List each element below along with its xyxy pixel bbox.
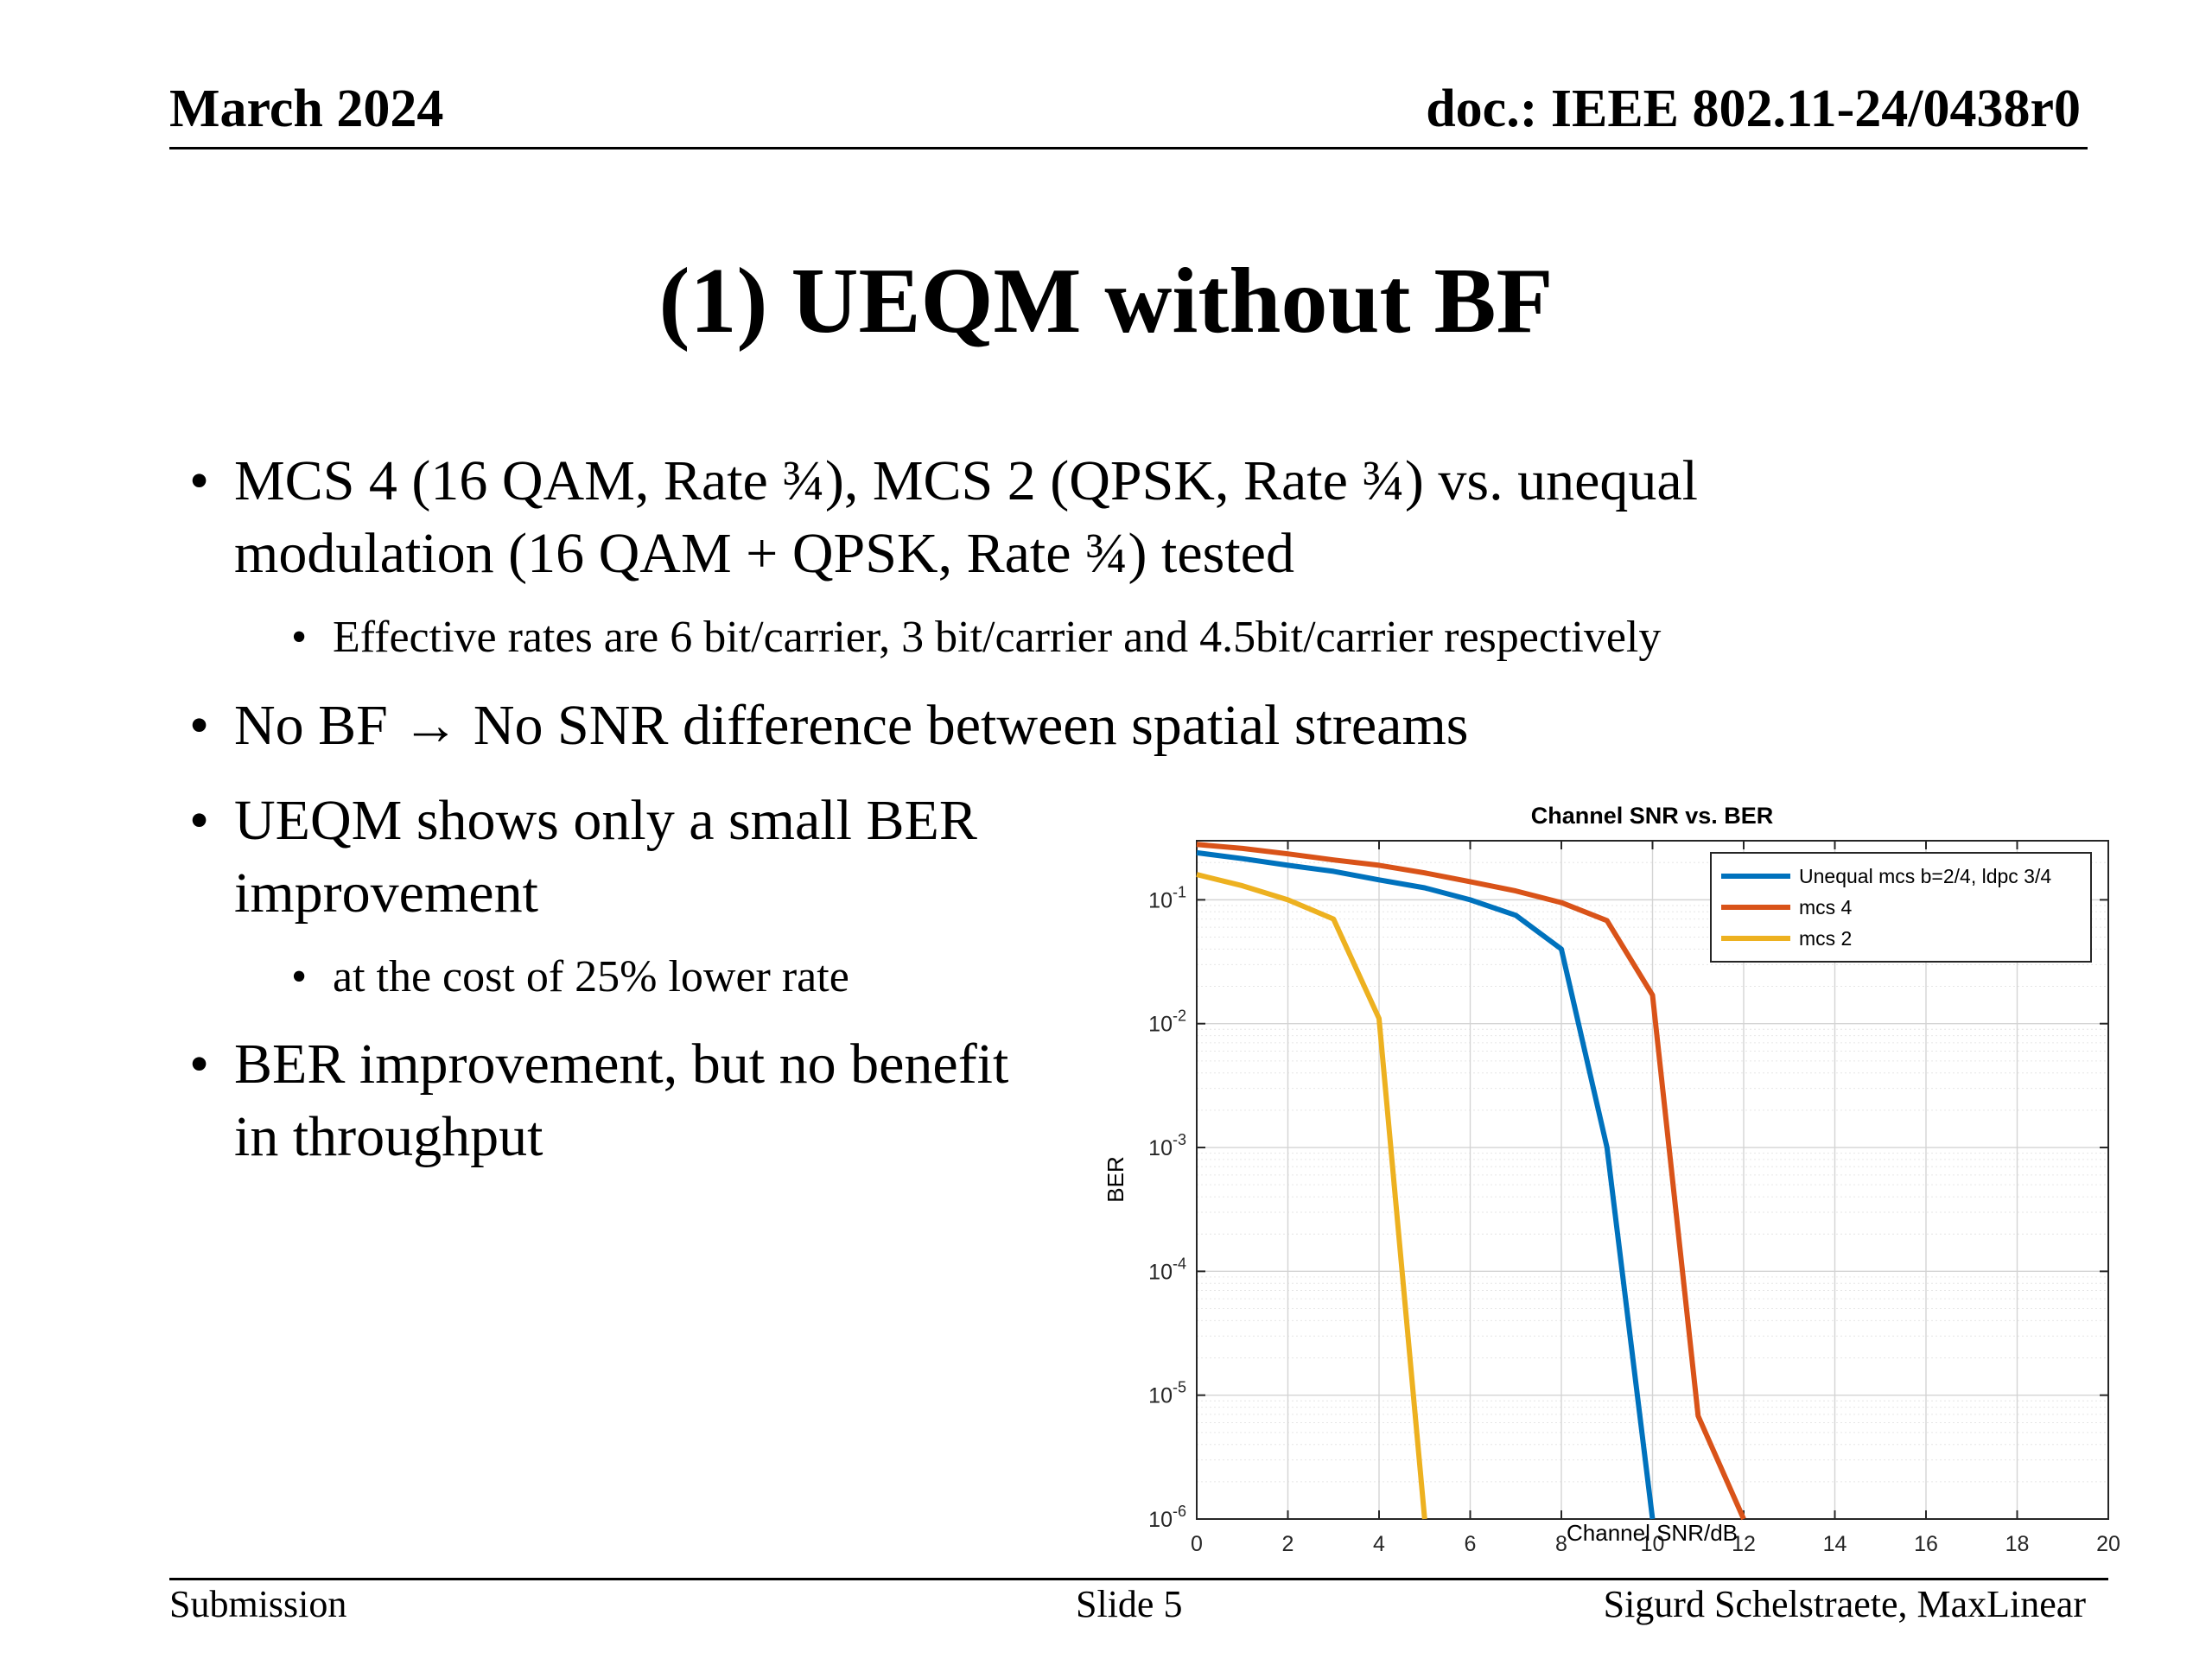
y-axis-label: BER	[1103, 1156, 1128, 1202]
x-tick-label: 20	[2096, 1532, 2120, 1551]
x-tick-label: 2	[1282, 1532, 1294, 1551]
chart-title: Channel SNR vs. BER	[1531, 803, 1774, 829]
header-date: March 2024	[169, 79, 444, 138]
x-tick-label: 0	[1191, 1532, 1203, 1551]
bullet-line: No BF → No SNR difference between spatia…	[234, 694, 1469, 757]
bullet-4: • BER improvement, but no benefit in thr…	[189, 1028, 1009, 1173]
series-line-3	[1196, 872, 1427, 1520]
header-rule	[169, 147, 2088, 149]
x-axis-label: Channel SNR/dB	[1567, 1520, 1738, 1546]
series-line-2	[1196, 842, 1746, 1521]
x-tick-label: 12	[1732, 1532, 1756, 1551]
x-tick-label: 14	[1823, 1532, 1847, 1551]
bullet-line: BER improvement, but no benefit	[234, 1033, 1009, 1096]
bullet-line: in throughput	[234, 1104, 543, 1168]
bullet-line: MCS 4 (16 QAM, Rate ¾), MCS 2 (QPSK, Rat…	[234, 449, 1698, 512]
y-tick-label: 10-4	[1148, 1255, 1186, 1284]
bullet-marker: •	[291, 952, 308, 1001]
footer-slide-number: Slide 5	[1076, 1583, 1183, 1625]
legend-entry: Unequal mcs b=2/4, ldpc 3/4	[1799, 865, 2051, 887]
y-tick-label: 10-6	[1148, 1503, 1186, 1532]
bullet-2: • No BF → No SNR difference between spat…	[189, 690, 1469, 762]
chart-legend: Unequal mcs b=2/4, ldpc 3/4 mcs 4 mcs 2	[1710, 852, 2092, 963]
x-tick-label: 10	[1641, 1532, 1665, 1551]
bullet-1: • MCS 4 (16 QAM, Rate ¾), MCS 2 (QPSK, R…	[189, 445, 1698, 590]
x-tick-label: 18	[2005, 1532, 2030, 1551]
chart-series	[1196, 842, 1746, 1521]
y-tick-label: 10-3	[1148, 1131, 1186, 1160]
footer-author: Sigurd Schelstraete, MaxLinear	[1603, 1583, 2086, 1625]
y-tick-label: 10-1	[1148, 883, 1186, 912]
x-tick-label: 16	[1914, 1532, 1938, 1551]
footer-left: Submission	[169, 1583, 347, 1625]
ber-chart: Channel SNR vs. BER 0 2 4 6 8 10 12 14 16 18 20 10-…	[1103, 803, 2120, 1551]
chart-ticks: 0 2 4 6 8 10 12 14 16 18 20 10-1 10-2 10-3 10-4 10-5 10-…	[1148, 841, 2120, 1551]
y-tick-label: 10-2	[1148, 1007, 1186, 1037]
legend-entry: mcs 2	[1799, 927, 1852, 950]
x-tick-label: 6	[1465, 1532, 1477, 1551]
y-tick-label: 10-5	[1148, 1379, 1186, 1408]
bullet-marker: •	[189, 789, 210, 852]
bullet-marker: •	[291, 613, 308, 662]
slide-title: (1) UEQM without BF	[658, 250, 1554, 353]
bullet-3: • UEQM shows only a small BER improvemen…	[189, 785, 977, 930]
series-line-1	[1196, 849, 1656, 1520]
bullet-marker: •	[189, 694, 210, 757]
bullet-line: Effective rates are 6 bit/carrier, 3 bit…	[333, 613, 1662, 662]
x-tick-label: 8	[1555, 1532, 1567, 1551]
header-doc-id: doc.: IEEE 802.11-24/0438r0	[1426, 79, 2081, 138]
bullet-line: improvement	[234, 861, 538, 925]
sub-bullet-2: • at the cost of 25% lower rate	[291, 949, 849, 1006]
bullet-line: modulation (16 QAM + QPSK, Rate ¾) teste…	[234, 521, 1294, 585]
bullet-line: UEQM shows only a small BER	[234, 789, 977, 852]
x-tick-label: 4	[1373, 1532, 1385, 1551]
footer-rule	[169, 1578, 2108, 1580]
bullet-marker: •	[189, 1033, 210, 1096]
bullet-line: at the cost of 25% lower rate	[333, 952, 849, 1001]
sub-bullet-1: • Effective rates are 6 bit/carrier, 3 b…	[291, 609, 1662, 666]
legend-entry: mcs 4	[1799, 896, 1853, 918]
bullet-marker: •	[189, 449, 210, 512]
